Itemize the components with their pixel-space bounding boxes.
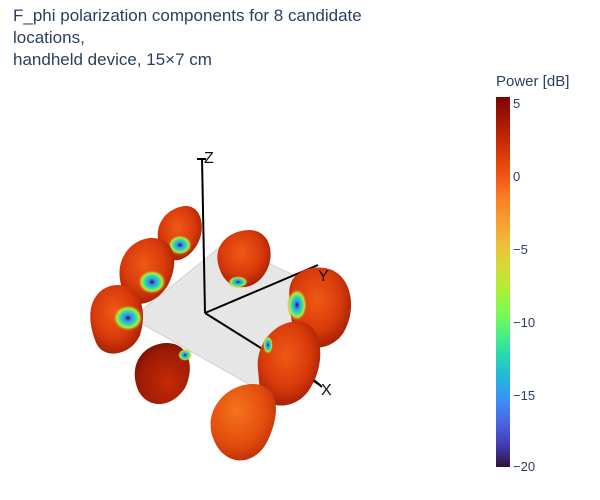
x-axis-label: X [321, 382, 332, 399]
lobe-location-8[interactable] [210, 384, 276, 461]
colorbar-tick: 5 [513, 96, 521, 111]
colorbar-title: Power [dB] [496, 73, 570, 90]
z-axis-line [201, 157, 206, 314]
chart-title-line-1: F_phi polarization components for 8 cand… [13, 6, 362, 47]
colorbar-tick: −15 [513, 388, 536, 403]
lobe-location-2[interactable] [119, 237, 175, 304]
colorbar-tick: −10 [513, 315, 536, 330]
lobe-location-3[interactable] [90, 285, 144, 354]
y-axis-label: Y [318, 268, 329, 285]
z-axis-label: Z [204, 150, 214, 167]
x-axis-tick [313, 379, 323, 388]
lobe-location-5[interactable] [217, 230, 271, 288]
colorbar-tick: 0 [513, 169, 521, 184]
colorbar-tick: −20 [513, 459, 536, 474]
lobe-location-4[interactable] [134, 342, 192, 405]
chart-title: F_phi polarization components for 8 cand… [13, 5, 433, 71]
chart-title-line-2: handheld device, 15×7 cm [13, 50, 212, 69]
lobe-location-7[interactable] [257, 321, 321, 406]
colorbar [496, 97, 510, 467]
colorbar-tick: −5 [513, 242, 528, 257]
